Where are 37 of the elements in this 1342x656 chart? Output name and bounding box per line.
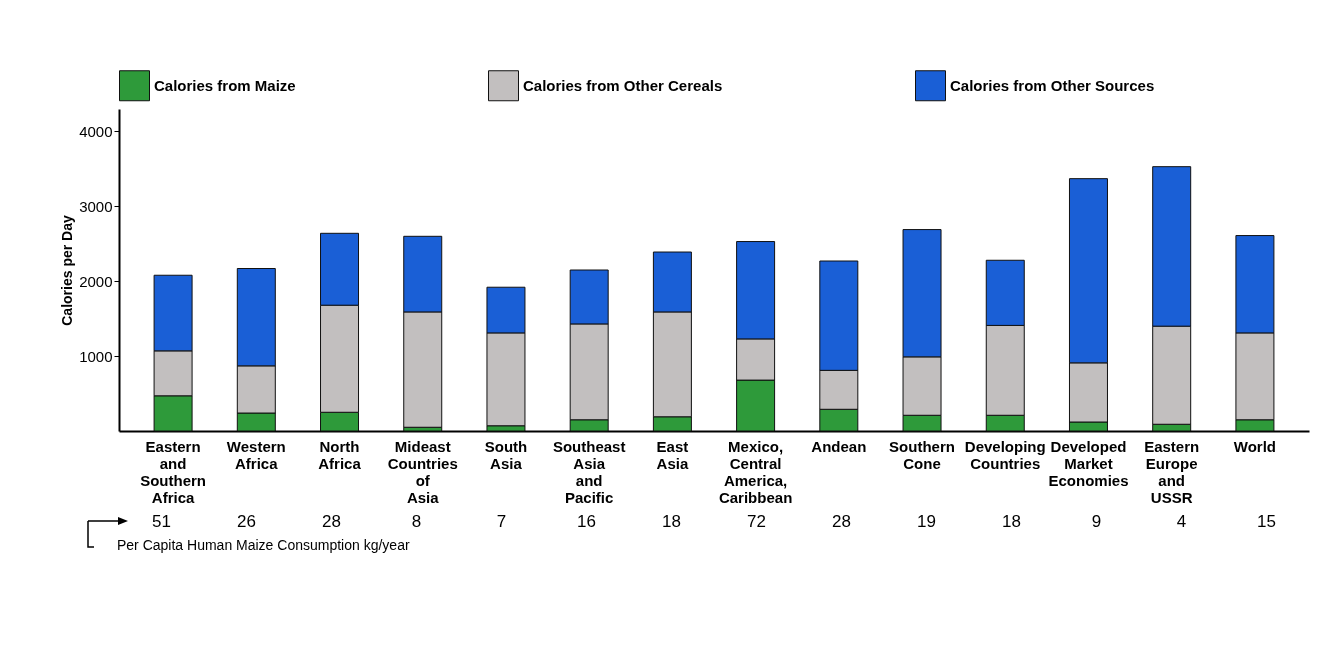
x-tick-label: Eastern and Southern Africa: [140, 437, 207, 506]
y-axis-title: Calories per Day: [59, 215, 76, 326]
text: 26: [237, 512, 256, 531]
x-tick-label: Mideast Countries of Asia: [387, 437, 458, 506]
x-tick-label: South Asia: [484, 437, 528, 472]
y-tick-label: 3000: [79, 197, 113, 215]
x-tick-label: World: [1233, 437, 1277, 455]
text: 19: [917, 512, 936, 531]
text: 18: [1002, 512, 1021, 531]
x-tick-label: Mexico, Central America, Caribbean: [718, 437, 793, 506]
text: 51: [152, 512, 171, 531]
text: 28: [322, 512, 341, 531]
x-tick-label: Developing Countries: [964, 437, 1046, 472]
text: 8: [411, 512, 422, 531]
x-tick-label: Developed Market Economies: [1048, 437, 1129, 489]
x-tick-label: East Asia: [656, 437, 689, 472]
x-tick-label: Eastern Europe and USSR: [1144, 437, 1200, 506]
x-tick-label: Western Africa: [226, 437, 286, 472]
legend-label: Calories from Other Cereals: [523, 76, 723, 94]
y-tick-label: 4000: [79, 122, 113, 140]
text: 28: [832, 512, 851, 531]
text: 9: [1091, 512, 1102, 531]
text: 72: [747, 512, 766, 531]
text: Per Capita Human Maize Consumption kg/year: [117, 537, 410, 553]
x-tick-label: Andean: [811, 437, 867, 455]
text: 4: [1176, 512, 1187, 531]
x-tick-label: Southern Cone: [889, 437, 955, 472]
legend-label: Calories from Maize: [154, 76, 296, 94]
x-tick-label: North Africa: [318, 437, 362, 472]
text: 16: [577, 512, 596, 531]
text: 18: [662, 512, 681, 531]
text: 7: [496, 512, 507, 531]
legend-label: Calories from Other Sources: [950, 76, 1155, 94]
y-tick-label: 1000: [79, 347, 113, 365]
x-tick-label: Southeast Asia and Pacific: [552, 437, 626, 506]
text: 15: [1257, 512, 1276, 531]
y-tick-label: 2000: [79, 272, 113, 290]
